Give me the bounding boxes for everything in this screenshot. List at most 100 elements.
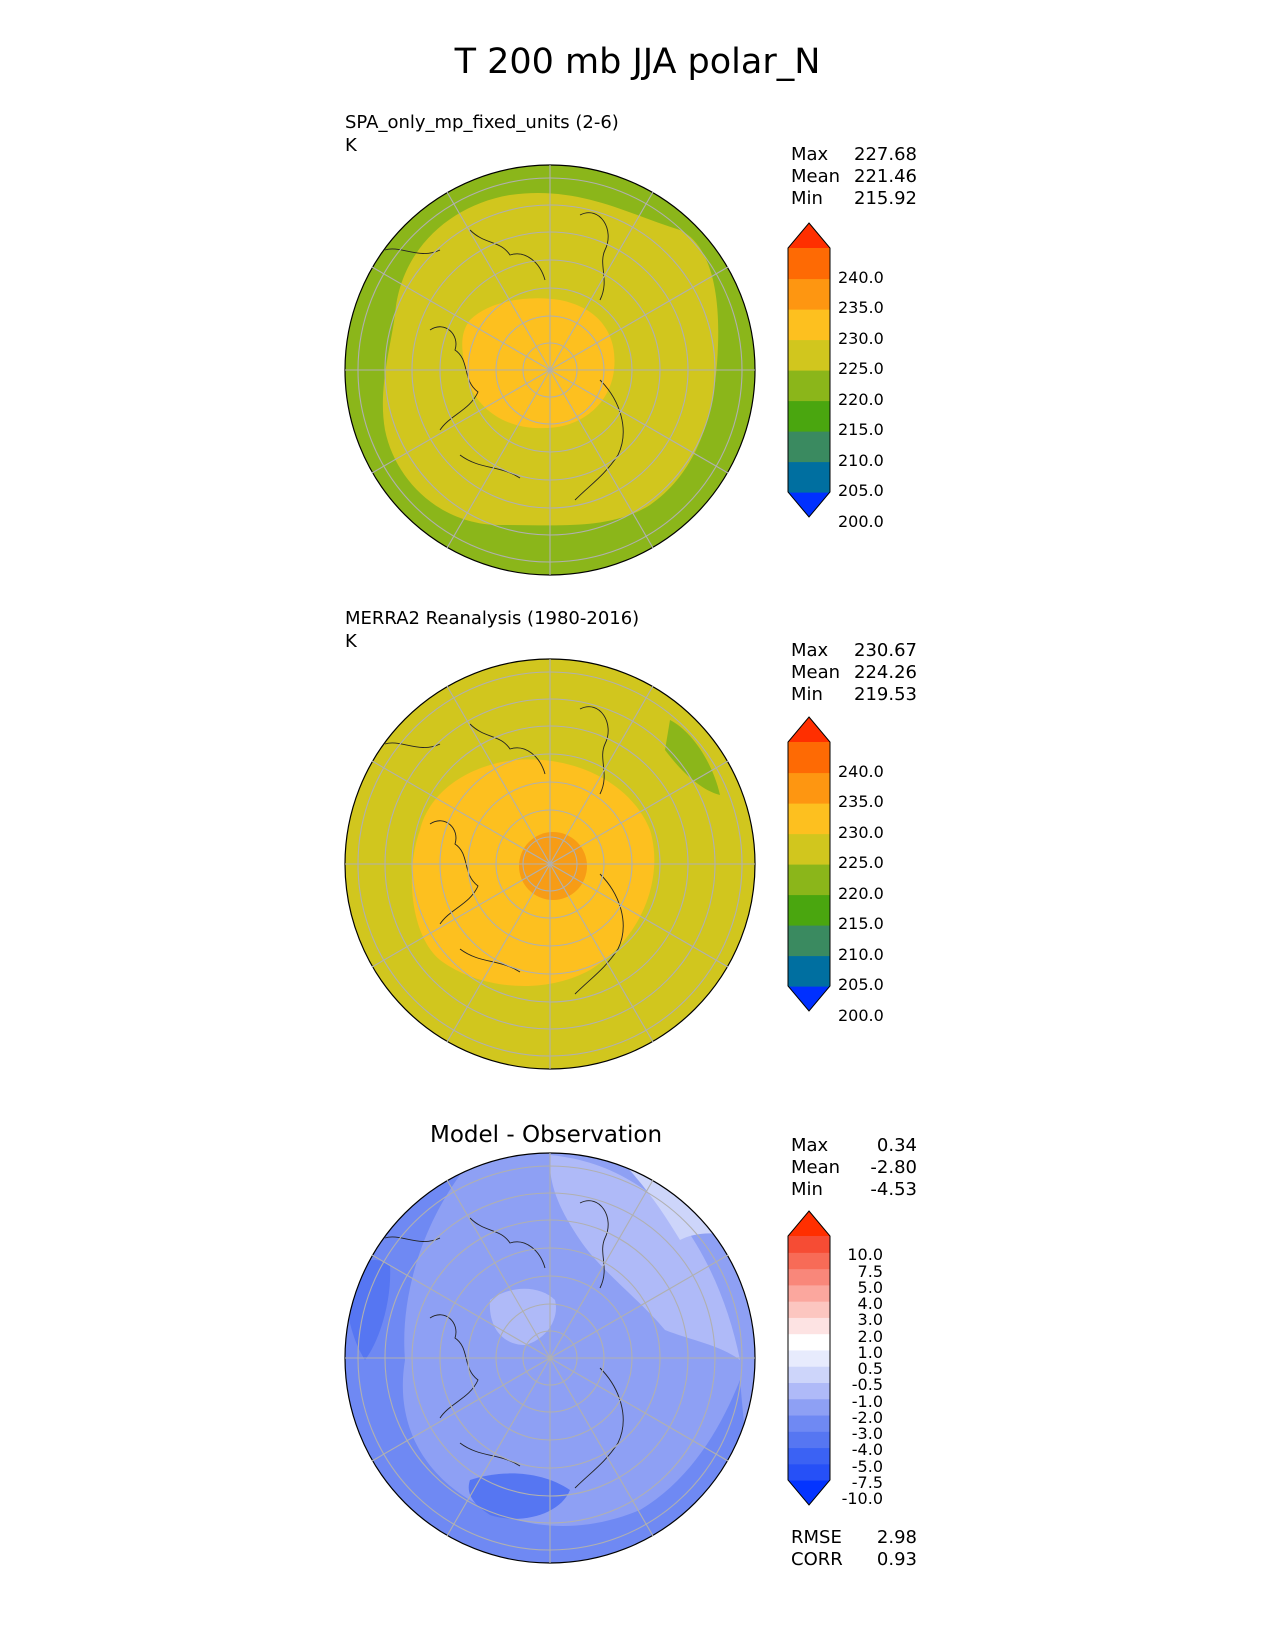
stat-label: Max <box>791 640 829 661</box>
colorbar-tick-label: -0.5 <box>851 1375 883 1395</box>
stat-value: 219.53 <box>854 684 917 705</box>
colorbar-tick-label: 205.0 <box>838 481 884 500</box>
colorbar-tick-label: 220.0 <box>838 883 884 903</box>
colorbar-segment <box>788 1268 830 1286</box>
stat-label: Max <box>791 144 829 165</box>
colorbar-segment <box>788 1252 830 1270</box>
colorbar-tick-label: 0.5 <box>857 1359 883 1379</box>
colorbar-tick-label: 240.0 <box>838 267 884 287</box>
panel-2-units: K <box>345 631 357 652</box>
colorbar-tick-label: 215.0 <box>838 420 884 439</box>
panel-2-label: MERRA2 Reanalysis (1980-2016) <box>345 608 640 629</box>
colorbar-segment <box>788 742 830 774</box>
panel-1-stats: Max 227.68 Mean 221.46 Min 215.92 <box>791 144 917 210</box>
colorbar-tick-label: 240.0 <box>838 761 884 781</box>
stat-label: Max <box>791 1135 829 1156</box>
metric-label: CORR <box>791 1549 843 1570</box>
colorbar-segment <box>788 431 830 463</box>
colorbar-tick-label: 2.0 <box>857 1326 883 1346</box>
colorbar-tick-label: 225.0 <box>838 359 884 378</box>
colorbar-segment <box>788 400 830 432</box>
colorbar-extend-low <box>788 492 830 517</box>
colorbar-tick-label: 205.0 <box>838 975 884 994</box>
stat-label: Min <box>791 684 823 705</box>
colorbar-segment <box>788 1414 830 1432</box>
colorbar-tick-label: -1.0 <box>851 1391 883 1411</box>
colorbar-segment <box>788 772 830 804</box>
colorbar-tick-label: -2.0 <box>851 1407 883 1427</box>
colorbar-segment <box>788 1333 830 1351</box>
stat-value: -2.80 <box>870 1157 917 1178</box>
colorbar-tick-label: -10.0 <box>841 1489 883 1509</box>
colorbar-segment <box>788 955 830 987</box>
colorbar-3 <box>787 1210 831 1506</box>
stat-value: -4.53 <box>870 1179 917 1200</box>
colorbar-segment <box>788 1366 830 1383</box>
colorbar-segment <box>788 1284 830 1302</box>
colorbar-tick-label: -3.0 <box>851 1424 883 1444</box>
colorbar-segment <box>788 1317 830 1335</box>
stat-value: 227.68 <box>854 144 917 165</box>
panel-2-stats: Max 230.67 Mean 224.26 Min 219.53 <box>791 640 917 706</box>
colorbar-segment <box>788 370 830 402</box>
colorbar-segment <box>788 1301 830 1318</box>
colorbar-tick-label: 235.0 <box>838 298 884 317</box>
colorbar-tick-label: 210.0 <box>838 450 884 470</box>
colorbar-extend-high <box>788 717 830 742</box>
colorbar-segment <box>788 461 830 493</box>
colorbar-tick-label: 230.0 <box>838 328 884 348</box>
colorbar-extend-low <box>788 986 830 1011</box>
colorbar-tick-label: 210.0 <box>838 944 884 964</box>
stat-label: Mean <box>791 662 841 683</box>
stat-value: 215.92 <box>854 188 917 209</box>
colorbar-segment <box>788 1431 830 1449</box>
colorbar-2 <box>787 716 831 1012</box>
stat-label: Min <box>791 188 823 209</box>
colorbar-segment <box>788 1447 830 1465</box>
colorbar-tick-label: 5.0 <box>857 1277 883 1297</box>
colorbar-tick-label: -7.5 <box>851 1473 883 1492</box>
colorbar-tick-label: 225.0 <box>838 853 884 872</box>
colorbar-segment <box>788 339 830 371</box>
colorbar-segment <box>788 864 830 896</box>
metric-label: RMSE <box>791 1527 842 1548</box>
stat-value: 230.67 <box>854 640 917 661</box>
colorbar-tick-label: 215.0 <box>838 914 884 933</box>
colorbar-tick-label: -5.0 <box>851 1456 883 1476</box>
colorbar-segment <box>788 309 830 341</box>
panel-3-metrics: RMSE 2.98 CORR 0.93 <box>791 1527 917 1571</box>
colorbar-extend-low <box>788 1480 830 1505</box>
colorbar-segment <box>788 248 830 280</box>
colorbar-tick-label: 1.0 <box>857 1342 883 1362</box>
stat-value: 224.26 <box>854 662 917 683</box>
colorbar-segment <box>788 278 830 310</box>
stat-label: Mean <box>791 1157 841 1178</box>
stat-value: 0.34 <box>876 1135 917 1156</box>
colorbar-extend-high <box>788 223 830 248</box>
colorbar-outline <box>787 716 831 1012</box>
stat-label: Mean <box>791 166 841 187</box>
colorbar-1 <box>787 222 831 518</box>
panel-3-stats: Max 0.34 Mean -2.80 Min -4.53 <box>791 1135 917 1201</box>
colorbar-segment <box>788 925 830 957</box>
graticule <box>345 165 755 1563</box>
colorbar-segment <box>788 1463 830 1481</box>
stat-value: 221.46 <box>854 166 917 187</box>
colorbar-outline <box>787 1210 831 1506</box>
panel-1-label: SPA_only_mp_fixed_units (2-6) <box>345 112 619 133</box>
colorbar-tick-label: 200.0 <box>838 511 884 531</box>
colorbar-tick-label: -4.0 <box>851 1440 883 1460</box>
colorbar-segment <box>788 1236 830 1253</box>
colorbar-outline <box>787 222 831 518</box>
colorbar-tick-label: 230.0 <box>838 822 884 842</box>
colorbar-segment <box>788 1398 830 1416</box>
figure-title: T 200 mb JJA polar_N <box>454 42 821 82</box>
stat-label: Min <box>791 1179 823 1200</box>
panel-1-units: K <box>345 135 357 156</box>
panel-3-title: Model - Observation <box>430 1122 663 1148</box>
colorbar-extend-high <box>788 1211 830 1236</box>
metric-value: 2.98 <box>876 1527 917 1548</box>
colorbar-tick-label: 10.0 <box>847 1245 883 1265</box>
metric-value: 0.93 <box>876 1549 917 1570</box>
